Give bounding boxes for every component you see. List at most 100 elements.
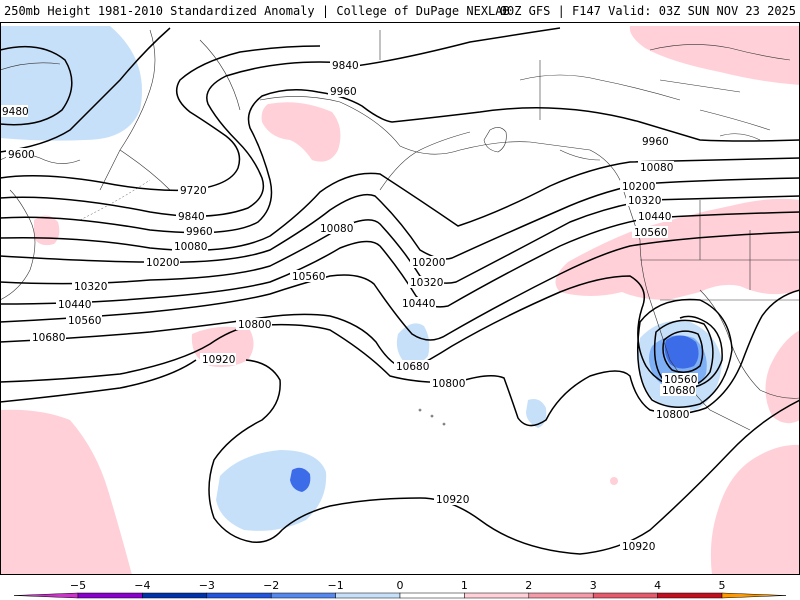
contour-label-10800: 10800 <box>654 408 690 421</box>
colorbar-tick-label: 2 <box>525 579 532 592</box>
map-title: 250mb Height 1981-2010 Standardized Anom… <box>4 4 510 18</box>
contour-label-10920: 10920 <box>620 540 656 553</box>
svg-text:10920: 10920 <box>622 541 655 553</box>
colorbar-tick-labels: −5 −4 −3 −2 −1 0 1 2 3 4 5 <box>70 579 726 592</box>
colorbar-tick-label: −2 <box>263 579 279 592</box>
svg-text:9720: 9720 <box>180 185 207 197</box>
svg-text:10440: 10440 <box>638 211 671 223</box>
contour-label-10920: 10920 <box>434 493 470 506</box>
svg-text:10800: 10800 <box>238 319 271 331</box>
colorbar-segment <box>77 592 143 599</box>
contour-label-9960: 9960 <box>328 85 358 98</box>
contour-label-10440: 10440 <box>636 210 672 223</box>
contour-label-9960: 9960 <box>184 225 214 238</box>
colorbar-segment <box>592 592 658 599</box>
contour-label-10680: 10680 <box>394 360 430 373</box>
contour-label-10560: 10560 <box>662 373 698 386</box>
contour-label-10200: 10200 <box>144 256 180 269</box>
contour-label-9960: 9960 <box>640 135 670 148</box>
svg-text:10560: 10560 <box>68 315 101 327</box>
positive-anomaly-area <box>34 215 60 246</box>
contour-10560-low <box>662 330 704 373</box>
colorbar-legend: −5 −4 −3 −2 −1 0 1 2 3 4 5 <box>13 579 787 599</box>
colorbar-tick-label: 1 <box>461 579 468 592</box>
contour-label-10440: 10440 <box>56 298 92 311</box>
negative-anomaly-area <box>290 467 311 492</box>
svg-text:10080: 10080 <box>640 162 673 174</box>
svg-text:10560: 10560 <box>664 374 697 386</box>
contour-10800-low <box>636 298 733 408</box>
contour-10920 <box>208 359 800 555</box>
contour-label-10680: 10680 <box>660 384 696 397</box>
colorbar-segment <box>142 592 208 599</box>
svg-text:10440: 10440 <box>402 298 435 310</box>
contour-label-10080: 10080 <box>638 161 674 174</box>
contour-label-10320: 10320 <box>72 280 108 293</box>
positive-anomaly-area <box>610 477 618 485</box>
contour-label-9840: 9840 <box>176 210 206 223</box>
svg-text:10680: 10680 <box>662 385 695 397</box>
svg-text:10440: 10440 <box>58 299 91 311</box>
svg-text:10800: 10800 <box>656 409 689 421</box>
negative-anomaly-area <box>216 450 327 531</box>
svg-text:10200: 10200 <box>622 181 655 193</box>
contour-labels: 9480 9600 9720 9840 9840 9960 9960 9960 … <box>0 59 698 553</box>
contour-10680-low <box>653 319 714 389</box>
contour-label-10200: 10200 <box>410 256 446 269</box>
contour-label-9720: 9720 <box>178 184 208 197</box>
header: 250mb Height 1981-2010 Standardized Anom… <box>0 0 800 22</box>
coastlines <box>0 29 800 431</box>
positive-anomaly-area <box>261 102 341 162</box>
positive-anomaly-area <box>629 26 800 85</box>
negative-anomaly-area <box>396 323 430 364</box>
colorbar-segment <box>721 592 787 599</box>
svg-text:9840: 9840 <box>178 211 205 223</box>
contour-label-10560: 10560 <box>632 226 668 239</box>
contour-10560 <box>0 231 800 341</box>
colorbar-tick-label: −5 <box>70 579 86 592</box>
colorbar-tick-label: −3 <box>199 579 215 592</box>
contour-label-10920: 10920 <box>200 353 236 366</box>
contour-label-10560: 10560 <box>66 314 102 327</box>
contour-10440 <box>0 211 800 308</box>
model-run-valid-time: 00Z GFS | F147 Valid: 03Z SUN NOV 23 202… <box>499 4 796 18</box>
svg-text:10680: 10680 <box>396 361 429 373</box>
contour-9480 <box>0 45 73 126</box>
svg-text:10200: 10200 <box>412 257 445 269</box>
colorbar-segment <box>335 592 401 599</box>
svg-text:10080: 10080 <box>320 223 353 235</box>
positive-anomaly-area <box>710 444 800 575</box>
colorbar-segment <box>464 592 530 599</box>
svg-text:9960: 9960 <box>330 86 357 98</box>
colorbar-segment <box>657 592 723 599</box>
svg-text:10680: 10680 <box>32 332 65 344</box>
positive-anomaly-area <box>555 198 800 300</box>
contour-label-9480: 9480 <box>0 105 29 118</box>
anomaly-shading <box>0 26 800 575</box>
colorbar-tick-label: −4 <box>134 579 150 592</box>
contour-label-9840: 9840 <box>330 59 360 72</box>
contour-9960 <box>0 89 800 234</box>
svg-text:9960: 9960 <box>186 226 213 238</box>
contour-label-10800: 10800 <box>236 318 272 331</box>
contour-label-10680: 10680 <box>30 331 66 344</box>
svg-text:10200: 10200 <box>146 257 179 269</box>
colorbar-segment <box>270 592 336 599</box>
svg-text:10320: 10320 <box>74 281 107 293</box>
colorbar-segment <box>206 592 272 599</box>
colorbar-tick-label: 5 <box>719 579 726 592</box>
contour-10800 <box>0 289 800 427</box>
svg-text:10320: 10320 <box>410 277 443 289</box>
negative-anomaly-area <box>0 26 142 141</box>
svg-text:9480: 9480 <box>2 106 29 118</box>
contour-10920-w <box>0 359 197 403</box>
svg-text:10080: 10080 <box>174 241 207 253</box>
colorbar-segment <box>399 592 465 599</box>
contour-label-10080: 10080 <box>318 222 354 235</box>
contour-label-10320: 10320 <box>408 276 444 289</box>
colorbar-segment <box>13 592 79 599</box>
positive-anomaly-area <box>765 330 800 424</box>
colorbar-tick-label: −1 <box>327 579 343 592</box>
contour-9720 <box>0 45 321 192</box>
contour-label-10560: 10560 <box>290 270 326 283</box>
